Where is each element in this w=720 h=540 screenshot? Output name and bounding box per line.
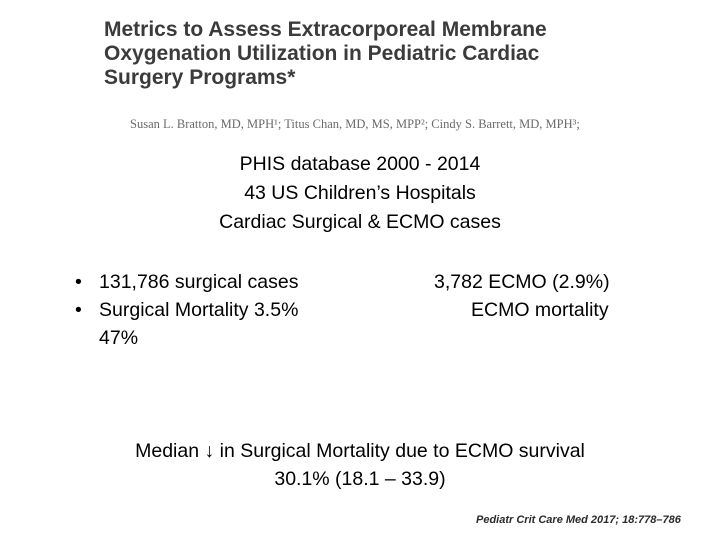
bullet-icon: • (75, 299, 82, 321)
finding-line: Median ↓ in Surgical Mortality due to EC… (135, 440, 585, 462)
paper-title-line: Oxygenation Utilization in Pediatric Car… (104, 42, 540, 65)
bullet-icon: • (75, 271, 82, 293)
list-item: • 131,786 surgical cases (75, 268, 298, 296)
bullet-list: • 131,786 surgical cases • Surgical Mort… (75, 268, 298, 352)
study-line: Cardiac Surgical & ECMO cases (219, 211, 501, 233)
paper-title: Metrics to Assess Extracorporeal Membran… (104, 18, 664, 90)
finding-value: 30.1% (18.1 – 33.9) (274, 468, 446, 490)
bullet-text: 131,786 surgical cases (99, 271, 299, 293)
ecmo-mortality-label: ECMO mortality (471, 299, 609, 321)
paper-title-line: Surgery Programs* (104, 66, 296, 89)
key-finding: Median ↓ in Surgical Mortality due to EC… (0, 437, 720, 493)
ecmo-count: 3,782 ECMO (2.9%) (434, 271, 610, 293)
paper-title-line: Metrics to Assess Extracorporeal Membran… (104, 18, 547, 41)
study-line: 43 US Children’s Hospitals (244, 182, 476, 204)
ecmo-stats: 3,782 ECMO (2.9%) ECMO mortality (434, 268, 610, 324)
study-description: PHIS database 2000 - 2014 43 US Children… (0, 150, 720, 237)
journal-citation: Pediatr Crit Care Med 2017; 18:778–786 (476, 514, 681, 526)
list-item: • Surgical Mortality 3.5% (75, 296, 298, 324)
author-list: Susan L. Bratton, MD, MPH¹; Titus Chan, … (130, 117, 580, 131)
bullet-text: Surgical Mortality 3.5% (99, 299, 299, 321)
study-line: PHIS database 2000 - 2014 (239, 153, 481, 175)
bullet-continuation: 47% (99, 327, 139, 349)
